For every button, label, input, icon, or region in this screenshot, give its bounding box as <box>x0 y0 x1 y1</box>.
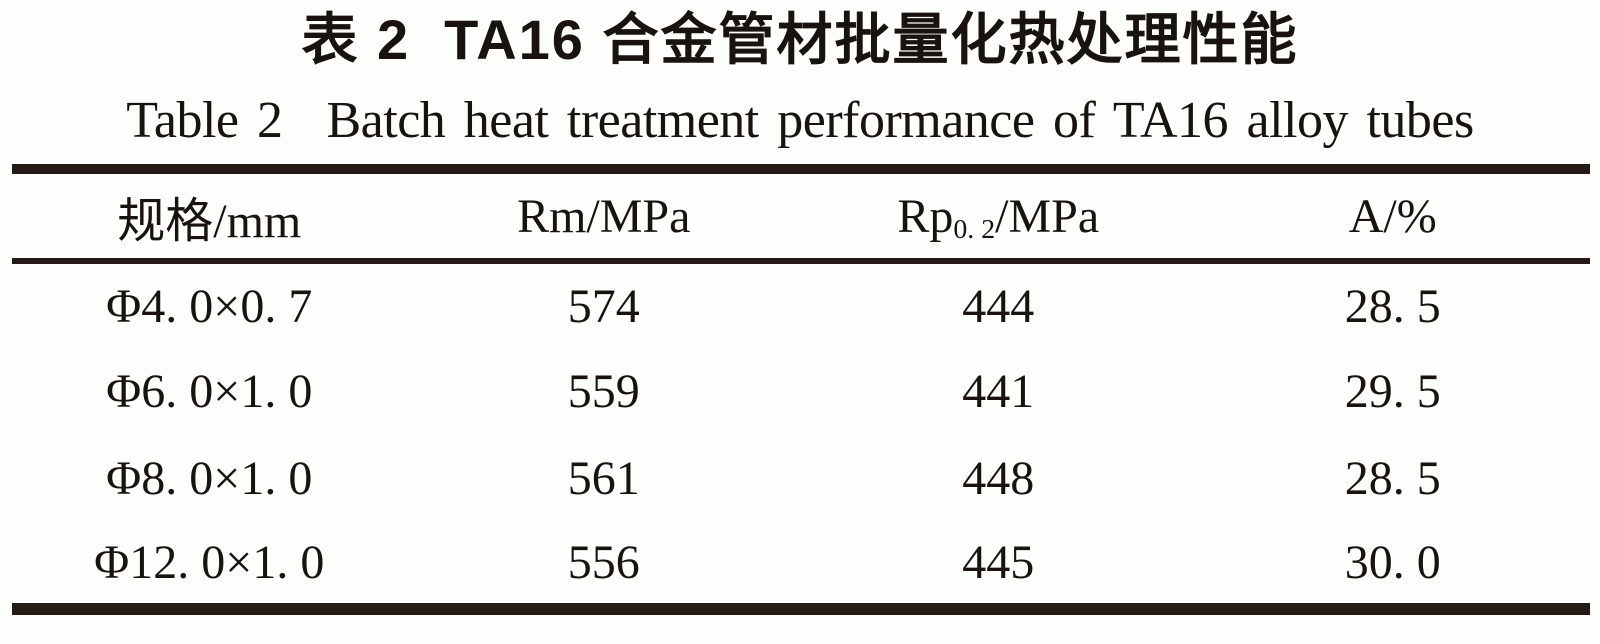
cell-a: 29. 5 <box>1344 365 1441 418</box>
batch-heat-treatment-table: 规格/mm Rm/MPa Rp0. 2/MPa A/% Φ4. 0×0. 7 5… <box>12 164 1590 615</box>
column-header-rm: Rm/MPa <box>406 169 801 264</box>
cell-spec: Φ12. 0×1. 0 <box>94 536 325 589</box>
column-header-rp02-pre: Rp <box>897 189 954 243</box>
cell-rp02: 444 <box>962 279 1035 333</box>
table-title-zh: 表 2 TA16 合金管材批量化热处理性能 <box>0 0 1600 80</box>
table-row: Φ8. 0×1. 0 561 448 28. 5 <box>12 435 1590 522</box>
cell-rp02: 441 <box>962 365 1035 418</box>
table-row: Φ6. 0×1. 0 559 441 29. 5 <box>12 348 1590 435</box>
cell-a: 30. 0 <box>1344 536 1441 589</box>
column-header-rp02: Rp0. 2/MPa <box>801 169 1196 264</box>
cell-spec: Φ4. 0×0. 7 <box>106 279 313 333</box>
table-title-en: Table 2 Batch heat treatment performance … <box>0 80 1600 162</box>
cell-rm: 574 <box>567 279 640 333</box>
table-header-row: 规格/mm Rm/MPa Rp0. 2/MPa A/% <box>12 169 1590 264</box>
column-header-spec: 规格/mm <box>12 169 407 264</box>
cell-rm: 559 <box>567 365 640 418</box>
cell-spec: Φ8. 0×1. 0 <box>106 452 313 505</box>
cell-a: 28. 5 <box>1344 279 1441 333</box>
table-title-zh-text: TA16 合金管材批量化热处理性能 <box>444 8 1299 71</box>
table-row: Φ4. 0×0. 7 574 444 28. 5 <box>12 261 1590 348</box>
cell-rm: 561 <box>567 452 640 505</box>
cell-rm: 556 <box>567 536 640 589</box>
cell-rp02: 445 <box>962 536 1035 589</box>
table-number-en: Table 2 <box>126 92 283 149</box>
cell-a: 28. 5 <box>1344 452 1441 505</box>
table-row: Φ12. 0×1. 0 556 445 30. 0 <box>12 522 1590 609</box>
column-header-a: A/% <box>1195 169 1590 264</box>
column-header-rp02-subscript: 0. 2 <box>953 213 996 245</box>
table-title-en-text: Batch heat treatment performance of TA16… <box>326 92 1475 149</box>
table-number-zh: 表 2 <box>301 8 411 71</box>
cell-rp02: 448 <box>962 452 1035 505</box>
cell-spec: Φ6. 0×1. 0 <box>106 365 313 418</box>
column-header-rp02-post: /MPa <box>995 189 1100 243</box>
